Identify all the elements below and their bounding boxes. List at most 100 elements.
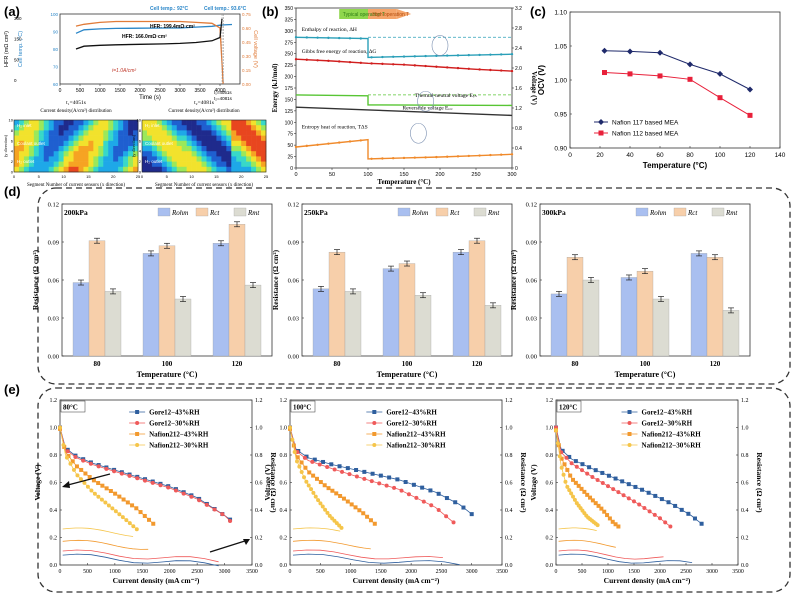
a-heat-cell	[151, 151, 158, 157]
e-ytick-label: 1.0	[50, 426, 58, 432]
a-heat-xtick: 5	[166, 174, 169, 179]
a-heat-cell	[236, 161, 242, 168]
a-heat-cell	[216, 125, 222, 131]
a-heat-cell	[33, 125, 40, 131]
b-curve-label-erev: Reversible voltage Eᵣₑᵥ	[403, 105, 453, 111]
e-point	[362, 469, 367, 474]
b-series-marker	[327, 59, 330, 63]
a-heat-cell	[196, 161, 202, 168]
a-heat-cell	[156, 130, 163, 136]
a-heat-cell	[166, 140, 173, 147]
d-legend-label: Rct	[449, 209, 460, 217]
a-heat-cell	[241, 156, 247, 162]
e-point	[228, 519, 233, 523]
c-point-nafion112	[687, 76, 693, 82]
b-series-marker	[510, 52, 514, 56]
a-heat-cell	[28, 125, 35, 131]
a-heat-cell	[256, 125, 262, 131]
e-point	[357, 508, 362, 513]
a-heat-cell	[93, 120, 99, 126]
a-heat-cell	[48, 140, 54, 147]
a-heat-cell	[98, 120, 104, 126]
e-point	[414, 495, 419, 500]
e-point	[646, 490, 651, 495]
a-heat-xlabel-2: Segment Number of current sensors (x dir…	[155, 183, 253, 188]
a-heat-cell	[256, 140, 262, 147]
d-xtick-label: 80	[572, 360, 580, 368]
e-point	[368, 518, 373, 523]
e-point	[580, 462, 585, 467]
a-heat-cell	[206, 135, 212, 142]
e-legend-marker	[135, 410, 140, 414]
a-heat-cell	[18, 161, 25, 168]
e-point	[181, 491, 186, 496]
a-heat-cell	[151, 146, 158, 152]
a-heat-cell	[88, 130, 94, 136]
a-heat-cell	[88, 146, 94, 152]
e-point	[158, 483, 163, 488]
e-point	[556, 443, 561, 448]
a-heat-cell	[151, 125, 158, 131]
d-legend-swatch	[435, 207, 449, 217]
a-heat-cell	[128, 161, 134, 168]
a-heat-cell	[181, 166, 187, 173]
b-xtick-label: 100	[363, 172, 372, 178]
e-point	[334, 491, 339, 496]
a-heat-cell	[251, 140, 257, 147]
b-ytick-label: 150	[285, 97, 294, 103]
a-heat-cell	[151, 161, 158, 168]
a-heat-cell	[226, 156, 232, 162]
a-heat-cell	[176, 161, 182, 168]
a-heat-cell	[58, 156, 64, 162]
a-top-series-cell-voltage	[75, 20, 224, 85]
a-top-right-tick: 0.00	[242, 82, 251, 87]
e-point	[313, 494, 318, 499]
a-heat-cell	[256, 161, 262, 168]
e-point	[560, 448, 565, 453]
e-point	[569, 491, 574, 496]
a-heat-cell	[123, 120, 129, 126]
e-legend-marker	[372, 443, 377, 447]
e-point	[605, 513, 610, 518]
a-heat-cell	[53, 140, 59, 147]
d-xlabel-3: Temperature (°C)	[615, 370, 676, 379]
a-heat-cell	[123, 125, 129, 131]
a-heat-cell	[58, 135, 64, 142]
e-point	[96, 494, 101, 499]
e-polarization-line	[555, 427, 702, 525]
e-point	[585, 492, 590, 497]
e-temp-box	[556, 400, 582, 413]
e-point	[613, 476, 618, 481]
e-xtick-label: 0	[59, 569, 62, 575]
a-heat-cell	[128, 146, 134, 152]
a-heat-cell	[78, 140, 84, 147]
a-heat-cell	[201, 130, 207, 136]
e-ylabel-right-1: Resistance (Ω cm²)	[269, 452, 278, 513]
a-heat-cell	[33, 120, 40, 126]
a-heat-cell	[123, 151, 129, 157]
e-subplot-label-1: 80°C	[63, 404, 78, 412]
e-point	[99, 497, 104, 502]
a-heat-cell	[216, 156, 222, 162]
a-heat-ytick: 10	[9, 118, 14, 123]
e-legend-label: Gore12−30%RH	[149, 420, 200, 428]
e-ytick-label: 0.8	[50, 453, 58, 459]
a-heat-cell	[113, 135, 119, 142]
b-series-marker	[435, 65, 438, 68]
d-ytick-label: 0.03	[48, 316, 59, 323]
b-series-marker	[456, 66, 460, 70]
e-point	[562, 462, 567, 467]
a-heat-cell	[58, 146, 64, 152]
a-heat-cell	[236, 156, 242, 162]
a-heat-xtick: 10	[61, 174, 66, 179]
a-heat-ytick: 4	[11, 149, 14, 154]
c-point-nafion112	[657, 73, 663, 79]
e-point	[399, 488, 404, 493]
e-point	[304, 479, 309, 484]
a-heat-cell	[181, 135, 187, 142]
a-heat-cell	[128, 166, 134, 173]
a-heat-cell	[166, 166, 173, 173]
a-heat-cell	[108, 151, 114, 157]
d-bar-rct	[328, 251, 346, 357]
a-heat-cell	[196, 151, 202, 157]
